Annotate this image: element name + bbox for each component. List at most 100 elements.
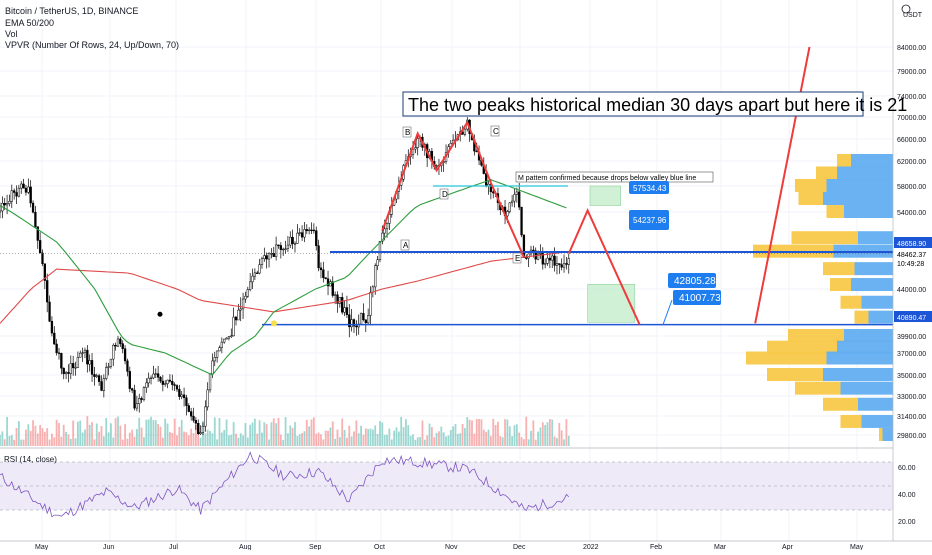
candle-body bbox=[8, 201, 11, 204]
volume-bar bbox=[548, 419, 551, 446]
volume-bar bbox=[428, 423, 431, 446]
indicator-vol-label[interactable]: Vol bbox=[5, 29, 18, 39]
volume-bar bbox=[161, 437, 164, 446]
vpvr-down-bar bbox=[826, 205, 844, 218]
candle-body bbox=[506, 211, 509, 217]
candle-body bbox=[548, 257, 552, 261]
volume-bar bbox=[303, 431, 306, 446]
volume-bar bbox=[468, 419, 471, 446]
candle-body bbox=[293, 243, 297, 245]
candle-body bbox=[298, 232, 301, 234]
target-callout-41007[interactable]: 41007.73 bbox=[673, 290, 721, 305]
volume-bar bbox=[164, 418, 167, 446]
pattern-note-box[interactable] bbox=[515, 171, 714, 183]
volume-bar bbox=[60, 436, 63, 446]
candle-body bbox=[232, 316, 235, 337]
annotation-box[interactable] bbox=[402, 91, 864, 117]
candle-body bbox=[131, 388, 134, 391]
candle-body bbox=[192, 415, 195, 421]
volume-bar bbox=[310, 419, 313, 446]
volume-bar bbox=[223, 429, 226, 446]
volume-bar bbox=[29, 430, 32, 446]
candle-body bbox=[208, 373, 212, 391]
candle-body bbox=[41, 252, 44, 264]
candle-body bbox=[286, 244, 290, 250]
volume-bar bbox=[180, 419, 183, 446]
candle-body bbox=[267, 253, 271, 260]
volume-bar bbox=[511, 436, 514, 446]
target-callout-42805[interactable]: 42805.28 bbox=[668, 273, 716, 288]
candle-body bbox=[5, 203, 9, 206]
point-label-a-text: A bbox=[403, 241, 409, 250]
volume-bar bbox=[157, 423, 160, 446]
candle-body bbox=[46, 280, 49, 303]
settings-circle-icon[interactable] bbox=[901, 4, 911, 14]
m-pattern-path[interactable] bbox=[381, 120, 525, 258]
volume-bar bbox=[169, 432, 171, 446]
candle-body bbox=[36, 226, 39, 241]
candle-body bbox=[100, 381, 103, 391]
volume-bar bbox=[336, 429, 339, 446]
candle-body bbox=[114, 344, 117, 347]
volume-bar bbox=[185, 432, 188, 446]
indicator-ema-label[interactable]: EMA 50/200 bbox=[5, 18, 54, 28]
candle-body bbox=[541, 253, 544, 265]
rsi-label[interactable]: RSI (14, close) bbox=[4, 455, 57, 464]
price-tag-upper-text: 48658.90 bbox=[897, 241, 926, 248]
volume-bar bbox=[159, 426, 162, 446]
candle-body bbox=[326, 278, 330, 287]
vpvr-down-bar bbox=[837, 154, 851, 167]
point-label-b: B bbox=[402, 126, 412, 138]
x-tick-label: Feb bbox=[650, 544, 662, 550]
candle-body bbox=[102, 378, 105, 391]
volume-bar bbox=[454, 424, 457, 446]
volume-bar bbox=[117, 416, 119, 446]
volume-bar bbox=[419, 437, 421, 446]
candle-body bbox=[190, 411, 193, 417]
volume-bar bbox=[353, 431, 355, 446]
candle-body bbox=[522, 234, 526, 259]
candle-body bbox=[558, 263, 561, 265]
candle-body bbox=[246, 289, 249, 297]
candle-body bbox=[197, 423, 200, 435]
volume-bar bbox=[301, 433, 303, 446]
volume-bar bbox=[379, 421, 381, 446]
volume-bar bbox=[65, 431, 67, 446]
volume-bar bbox=[383, 434, 386, 446]
volume-bar bbox=[563, 439, 565, 446]
volume-bar bbox=[464, 428, 466, 446]
candle-body bbox=[105, 367, 108, 379]
vpvr-up-bar bbox=[851, 154, 893, 167]
candle-body bbox=[300, 232, 304, 238]
volume-bar bbox=[237, 437, 240, 446]
vpvr-up-bar bbox=[826, 351, 893, 365]
candle-body bbox=[175, 385, 179, 390]
y-tick-label: 58000.00 bbox=[897, 184, 926, 191]
candle-body bbox=[149, 377, 153, 379]
candle-body bbox=[536, 253, 540, 260]
indicator-vpvr-label[interactable]: VPVR (Number Of Rows, 24, Up/Down, 70) bbox=[5, 40, 179, 50]
projection-down-path[interactable] bbox=[567, 208, 641, 326]
candle-body bbox=[199, 432, 202, 435]
vpvr-down-bar bbox=[788, 329, 844, 342]
volume-bar bbox=[492, 418, 495, 446]
candle-body bbox=[345, 307, 349, 315]
volume-bar bbox=[216, 439, 219, 446]
candle-body bbox=[211, 360, 214, 375]
x-tick-label: Sep bbox=[309, 544, 322, 550]
volume-bar bbox=[438, 431, 440, 446]
vpvr-down-bar bbox=[798, 192, 823, 205]
vpvr-up-bar bbox=[858, 231, 893, 245]
volume-bar bbox=[475, 418, 478, 446]
volume-bar bbox=[178, 426, 181, 446]
volume-bar bbox=[369, 428, 372, 446]
candle-body bbox=[90, 360, 94, 375]
volume-bar bbox=[518, 432, 521, 446]
volume-bar bbox=[355, 420, 358, 446]
volume-bar bbox=[93, 439, 96, 446]
target-callout-54237[interactable]: 54237.96 bbox=[629, 210, 669, 230]
target-callout-57534[interactable]: 57534.43 bbox=[629, 181, 669, 194]
volume-bar bbox=[230, 434, 233, 446]
volume-bar bbox=[489, 435, 492, 446]
y-tick-label: 62000.00 bbox=[897, 159, 926, 166]
